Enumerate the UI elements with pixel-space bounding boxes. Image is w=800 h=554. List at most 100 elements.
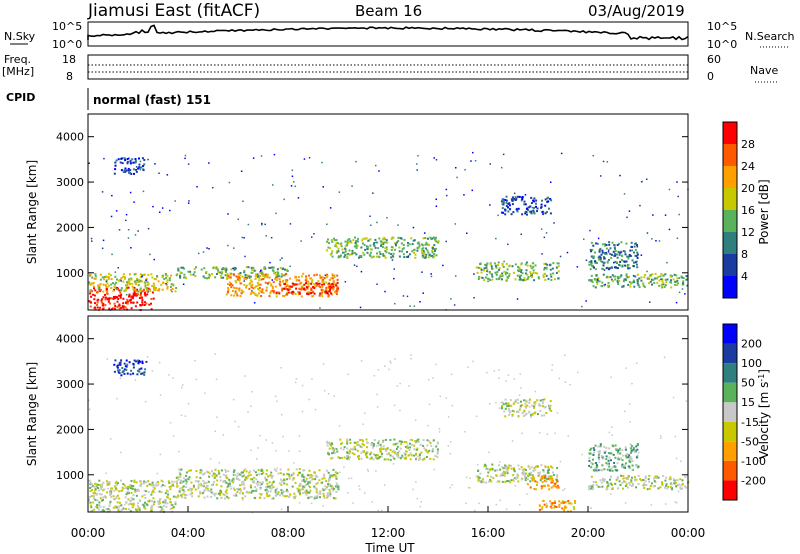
ytick-label-2: 3000 [56, 378, 84, 391]
colorbar-tick-4: 15 [741, 396, 755, 409]
ytick-label-2: 3000 [56, 176, 84, 189]
nsearch-tick-top: 10^5 [707, 20, 737, 33]
nsky-label: N.Sky [4, 30, 36, 43]
echo-region-6 [475, 261, 560, 282]
echo-region-5 [500, 398, 553, 418]
ytick-label-3: 4000 [56, 333, 84, 346]
echo-region-7 [500, 195, 553, 216]
echo-region-8 [538, 499, 577, 513]
x-axis-label: Time UT [364, 541, 415, 554]
power-ylabel: Slant Range [km] [25, 160, 39, 264]
nave-label: Nave [750, 64, 778, 77]
colorbar-swatch-2 [723, 232, 737, 254]
echo-region-4 [526, 475, 560, 491]
ytick-label-1: 2000 [56, 221, 84, 234]
cpid-label: CPID [6, 91, 35, 104]
colorbar-tick-0: -200 [741, 474, 766, 487]
xtick-label-5: 20:00 [571, 526, 606, 540]
echo-region-6 [588, 474, 690, 491]
colorbar-swatch-7 [723, 122, 737, 144]
colorbar-swatch-5 [723, 166, 737, 188]
colorbar-tick-2: 12 [741, 226, 755, 239]
scatter-speckle [88, 353, 688, 514]
echo-region-2 [175, 266, 289, 280]
velocity-cbar-label-sup: -1 [757, 374, 766, 382]
colorbar-tick-3: 16 [741, 204, 755, 217]
date-label: 03/Aug/2019 [588, 2, 685, 20]
colorbar-tick-1: 8 [741, 248, 748, 261]
colorbar-swatch-1 [723, 460, 737, 481]
beam-label: Beam 16 [355, 2, 422, 20]
ytick-label-0: 1000 [56, 267, 84, 280]
velocity-ylabel: Slant Range [km] [25, 362, 39, 466]
colorbar-swatch-3 [723, 421, 737, 442]
colorbar-swatch-0 [723, 480, 737, 500]
colorbar-swatch-6 [723, 144, 737, 166]
colorbar-swatch-7 [723, 343, 737, 364]
nsky-panel: N.Sky 10^5 10^0 10^5 10^0 N.Search [4, 20, 795, 51]
power-data [88, 151, 689, 311]
velocity-cbar-label-end: ] [757, 369, 771, 374]
echo-region-5 [325, 236, 440, 259]
velocity-cbar-label-main: Velocity [m s [757, 382, 771, 459]
colorbar-swatch-5 [723, 382, 737, 403]
colorbar-swatch-8 [723, 324, 737, 344]
colorbar-tick-5: 50 [741, 377, 755, 390]
power-colorbar-label: Power [dB] [757, 179, 771, 244]
xtick-label-0: 00:00 [71, 526, 106, 540]
echo-region-3 [225, 272, 339, 298]
echo-region-1 [175, 468, 340, 500]
echo-region-8 [588, 272, 689, 289]
freq-panel: Freq. [MHz] 18 8 60 0 Nave [2, 53, 778, 83]
nave-tick-bottom: 0 [707, 70, 714, 83]
velocity-colorbar-label: Velocity [m s-1] [757, 369, 771, 459]
colorbar-tick-7: 200 [741, 338, 762, 351]
colorbar-tick-6: 28 [741, 138, 755, 151]
nsearch-tick-bottom: 10^0 [707, 38, 737, 51]
velocity-panel: 1000 2000 3000 4000 Slant Range [km] -200 -1… [25, 315, 771, 554]
xtick-label-3: 12:00 [371, 526, 406, 540]
ytick-label-3: 4000 [56, 131, 84, 144]
echo-region-10 [113, 157, 146, 175]
nsky-trace [87, 24, 689, 41]
scatter-speckle [88, 151, 689, 311]
colorbar-swatch-4 [723, 188, 737, 210]
echo-region-1 [88, 272, 178, 293]
colorbar-swatch-3 [723, 210, 737, 232]
power-panel: 1000 2000 3000 4000 Slant Range [km] 4 8 12 16… [25, 113, 771, 311]
power-y-axis: 1000 2000 3000 4000 [56, 131, 688, 280]
time-x-axis: 00:00 04:00 08:00 12:00 16:00 20:00 00:00 [71, 506, 706, 540]
velocity-data [88, 353, 690, 514]
nave-tick-top: 60 [707, 53, 721, 66]
power-colorbar: 4 8 12 16 20 24 28 [722, 121, 755, 299]
echo-region-7 [588, 443, 640, 472]
colorbar-swatch-4 [723, 402, 737, 422]
xtick-label-6: 00:00 [671, 526, 706, 540]
velocity-y-axis: 1000 2000 3000 4000 [56, 333, 688, 482]
colorbar-tick-5: 24 [741, 160, 755, 173]
station-title: Jiamusi East (fitACF) [87, 1, 260, 21]
colorbar-tick-2: -50 [741, 435, 759, 448]
colorbar-swatch-0 [723, 276, 737, 298]
freq-tick-top: 18 [62, 53, 76, 66]
xtick-label-1: 04:00 [171, 526, 206, 540]
colorbar-frame [722, 121, 738, 299]
colorbar-tick-4: 20 [741, 182, 755, 195]
colorbar-frame [722, 323, 738, 501]
colorbar-swatch-6 [723, 363, 737, 383]
velocity-colorbar: -200 -100 -50 -15 15 50 100 200 [722, 323, 766, 501]
colorbar-tick-3: -15 [741, 416, 759, 429]
ytick-label-1: 2000 [56, 423, 84, 436]
freq-unit: [MHz] [2, 65, 34, 78]
echo-region-0 [88, 479, 177, 513]
echo-region-2 [326, 438, 439, 461]
colorbar-tick-0: 4 [741, 270, 748, 283]
freq-label: Freq. [4, 53, 31, 66]
colorbar-swatch-1 [723, 254, 737, 276]
echo-region-9 [588, 241, 639, 271]
echo-region-4 [275, 281, 340, 296]
nsky-tick-bottom: 10^0 [52, 38, 82, 51]
colorbar-swatch-2 [723, 441, 737, 461]
xtick-label-2: 08:00 [271, 526, 306, 540]
ytick-label-0: 1000 [56, 469, 84, 482]
